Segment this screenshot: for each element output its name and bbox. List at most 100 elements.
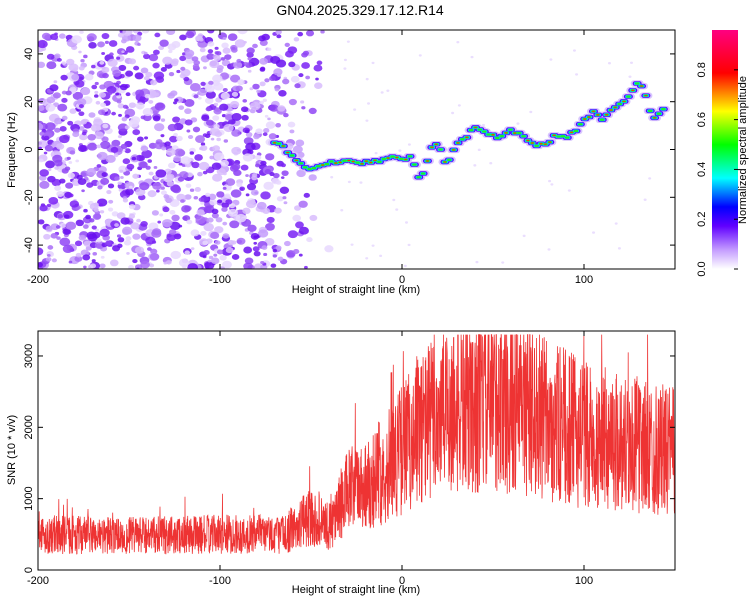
spectrogram-noise-cell — [94, 131, 105, 140]
spectrogram-noise-cell — [380, 91, 384, 94]
spectrogram-noise-cell — [59, 237, 71, 247]
spectrogram-noise-cell — [193, 94, 199, 99]
spectrogram-noise-cell — [60, 74, 68, 81]
spectrogram-noise-cell — [92, 231, 101, 239]
spectrogram-noise-cell — [118, 113, 122, 117]
spectrogram-noise-cell — [146, 247, 152, 251]
spectrogram-noise-cell — [125, 236, 132, 241]
spectrogram-y-tick-label: 0 — [23, 146, 35, 152]
spectrogram-noise-cell — [82, 224, 89, 229]
spectrogram-noise-cell — [185, 31, 195, 39]
spectrogram-noise-cell — [210, 231, 220, 240]
spectrogram-noise-cell — [97, 151, 108, 161]
spectrogram-noise-cell — [46, 96, 56, 104]
spectrogram-noise-cell — [220, 159, 229, 167]
spectrogram-noise-cell — [255, 163, 260, 168]
spectrogram-y-tick-label: -20 — [23, 189, 35, 205]
spectrogram-noise-cell — [120, 217, 130, 225]
spectrogram-noise-cell — [95, 100, 101, 105]
spectrogram-noise-cell — [180, 156, 192, 165]
spectrogram-noise-cell — [398, 149, 402, 152]
spectrogram-noise-cell — [173, 101, 178, 105]
spectrogram-noise-cell — [265, 121, 276, 129]
spectrogram-noise-cell — [130, 116, 141, 124]
spectrogram-noise-cell — [86, 168, 97, 176]
spectrogram-noise-cell — [347, 180, 351, 184]
spectrogram-noise-cell — [261, 245, 268, 250]
spectrogram-noise-cell — [140, 220, 148, 227]
spectrogram-noise-cell — [38, 262, 43, 268]
spectrogram-noise-cell — [135, 102, 145, 110]
spectrogram-noise-cell — [203, 249, 210, 255]
spectrogram-ridge-cell — [526, 139, 530, 142]
spectrogram-noise-cell — [184, 250, 191, 255]
spectrogram-noise-cell — [294, 205, 302, 211]
spectrogram-noise-cell — [71, 74, 80, 81]
snr-x-tick-label: 100 — [575, 575, 593, 587]
spectrogram-noise-cell — [39, 131, 45, 136]
spectrogram-noise-cell — [85, 245, 92, 251]
spectrogram-noise-cell — [221, 206, 228, 212]
spectrogram-ridge-cell — [508, 128, 513, 131]
spectrogram-noise-cell — [403, 264, 407, 268]
spectrogram-noise-cell — [404, 221, 408, 224]
spectrogram-noise-cell — [184, 119, 193, 126]
spectrogram-noise-cell — [147, 159, 152, 163]
spectrogram-noise-cell — [69, 86, 77, 93]
spectrogram-noise-cell — [134, 72, 144, 80]
spectrogram-noise-cell — [245, 199, 257, 209]
spectrogram-noise-cell — [152, 228, 162, 236]
snr-series-line — [38, 334, 675, 555]
spectrogram-y-axis-label: Frequency (Hz) — [6, 112, 18, 188]
spectrogram-noise-cell — [260, 264, 268, 269]
spectrogram-noise-cell — [194, 186, 201, 192]
spectrogram-noise-cell — [58, 33, 66, 39]
spectrogram-noise-cell — [80, 119, 87, 125]
spectrogram-ridge-cell — [381, 157, 387, 161]
spectrogram-x-tick-label: -100 — [209, 274, 231, 286]
spectrogram-noise-cell — [392, 198, 396, 202]
spectrogram-noise-cell — [164, 141, 171, 147]
spectrogram-noise-cell — [643, 198, 647, 201]
spectrogram-noise-cell — [45, 257, 52, 262]
spectrogram-noise-cell — [262, 132, 268, 137]
spectrogram-noise-cell — [166, 233, 177, 241]
spectrogram-noise-cell — [288, 98, 297, 106]
spectrogram-noise-cell — [281, 170, 289, 177]
spectrogram-noise-cell — [135, 89, 145, 97]
spectrogram-noise-cell — [124, 125, 130, 130]
spectrogram-noise-cell — [179, 34, 187, 41]
spectrogram-noise-cell — [125, 92, 131, 97]
spectrogram-noise-cell — [79, 76, 84, 80]
spectrogram-noise-cell — [220, 92, 230, 100]
spectrogram-noise-cell — [112, 69, 122, 77]
spectrogram-noise-cell — [152, 115, 161, 122]
spectrogram-noise-cell — [44, 144, 54, 152]
spectrogram-noise-cell — [93, 202, 99, 207]
spectrogram-noise-cell — [124, 148, 131, 154]
snr-frame — [37, 330, 676, 571]
spectrogram-noise-cell — [225, 247, 234, 254]
spectrogram-noise-cell — [107, 91, 113, 95]
spectrogram-plot-area — [38, 30, 675, 269]
spectrogram-noise-cell — [260, 191, 271, 200]
spectrogram-noise-cell — [145, 236, 156, 245]
spectrogram-ridge-cell — [355, 161, 360, 164]
spectrogram-noise-cell — [203, 223, 214, 232]
spectrogram-ridge-cell — [289, 154, 295, 157]
spectrogram-noise-cell — [239, 186, 246, 191]
spectrogram-noise-cell — [202, 240, 209, 246]
spectrogram-noise-cell — [205, 106, 212, 112]
spectrogram-ridge-cell — [276, 142, 282, 145]
spectrogram-noise-cell — [69, 200, 80, 208]
spectrogram-noise-cell — [149, 263, 155, 268]
spectrogram-noise-cell — [263, 128, 270, 133]
snr-x-tick-label: -200 — [27, 575, 49, 587]
spectrogram-noise-cell — [298, 200, 308, 208]
spectrogram-y-tick-label: 20 — [23, 96, 35, 108]
spectrogram-noise-cell — [155, 169, 167, 178]
spectrogram-noise-cell — [617, 247, 621, 250]
spectrogram-noise-cell — [313, 64, 323, 72]
spectrogram-noise-cell — [184, 98, 195, 107]
spectrogram-ridge-cell — [460, 138, 465, 141]
